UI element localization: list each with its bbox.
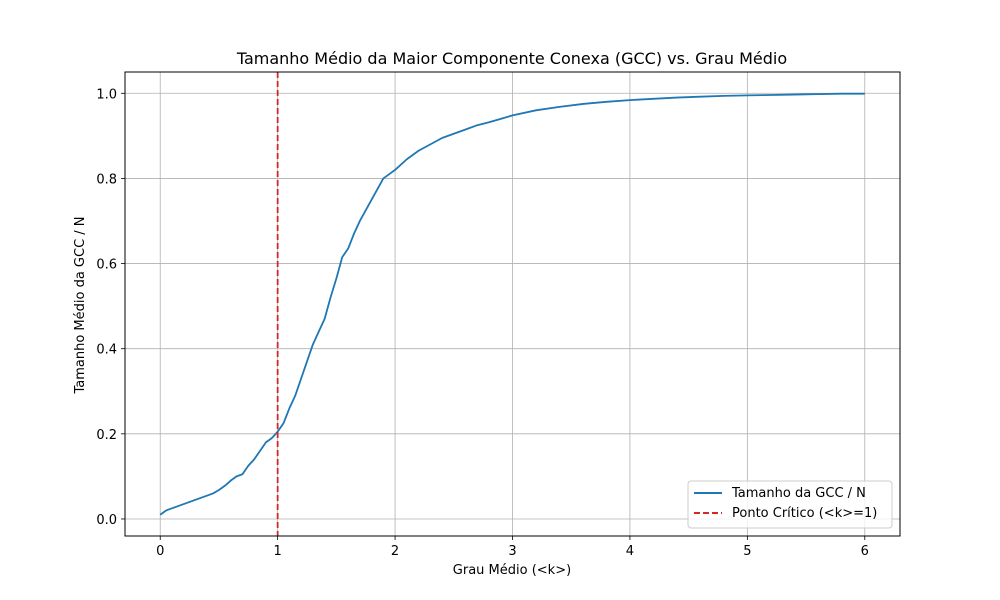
legend-label-gcc: Tamanho da GCC / N (731, 486, 866, 501)
y-tick-label-3: 0.6 (96, 258, 117, 273)
x-tick-label-0: 0 (156, 544, 164, 559)
x-axis-label: Grau Médio (<k>) (453, 563, 571, 578)
axis-ticks: 0 1 2 3 4 5 6 0.0 0.2 0.4 0.6 0.8 1.0 (96, 87, 869, 559)
x-tick-label-6: 6 (861, 544, 869, 559)
y-tick-label-0: 0.0 (96, 513, 117, 528)
y-axis-label: Tamanho Médio da GCC / N (73, 216, 88, 394)
legend-label-critical: Ponto Crítico (<k>=1) (732, 506, 877, 521)
legend: Tamanho da GCC / N Ponto Crítico (<k>=1) (687, 480, 893, 529)
x-tick-label-2: 2 (391, 544, 399, 559)
y-tick-label-1: 0.2 (96, 428, 117, 443)
series-line-gcc (159, 92, 865, 516)
y-tick-label-2: 0.4 (96, 343, 117, 358)
chart-title: Tamanho Médio da Maior Componente Conexa… (236, 49, 787, 68)
x-tick-label-1: 1 (274, 544, 282, 559)
grid (125, 72, 900, 536)
plot-frame (124, 71, 901, 537)
x-tick-label-4: 4 (626, 544, 634, 559)
plot-data (159, 72, 865, 536)
x-tick-label-3: 3 (508, 544, 516, 559)
y-tick-label-5: 1.0 (96, 87, 117, 102)
y-tick-label-4: 0.8 (96, 172, 117, 187)
legend-box (687, 480, 893, 529)
x-tick-label-5: 5 (743, 544, 751, 559)
